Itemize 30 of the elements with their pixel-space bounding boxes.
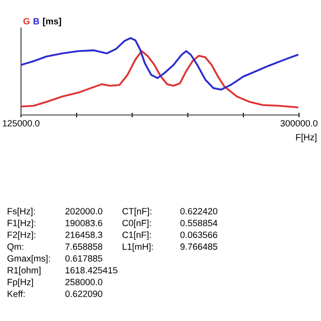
text: 0.063566: [180, 232, 218, 238]
text: 216458.3: [65, 232, 102, 238]
x-tick-label: 300000.0: [280, 120, 318, 126]
text: 190083.6: [66, 220, 102, 226]
text: 0.617885: [65, 255, 102, 262]
text: C1[nF]:: [122, 231, 151, 240]
text: R1[ohm]: [8, 266, 40, 276]
x-tick-label: 125000.0: [2, 120, 40, 126]
text: F1[Hz]:: [8, 220, 36, 228]
text: G: [23, 18, 30, 24]
text: C0[nF]:: [122, 220, 151, 228]
text: Keff:: [8, 290, 25, 298]
text: 1618.425415: [66, 267, 118, 274]
text: CT[nF]:: [122, 208, 152, 216]
text: 258000.0: [65, 278, 102, 286]
text: 0.622420: [180, 208, 218, 214]
text: Fp[Hz]: [8, 278, 33, 288]
text: 0.558854: [180, 220, 218, 226]
text: F2[Hz]:: [8, 231, 36, 240]
text: 9.766485: [180, 243, 218, 250]
text: Qm:: [7, 243, 24, 252]
text: B: [34, 18, 40, 24]
y-axis-title: [ms]: [43, 18, 62, 26]
text: 0.622090: [65, 290, 102, 298]
text: 7.658858: [65, 243, 102, 250]
text: Gmax[ms]:: [7, 254, 50, 264]
x-axis-title: F[Hz]: [296, 134, 316, 142]
text: Fs[Hz]:: [8, 208, 35, 216]
text: 202000.0: [65, 208, 102, 214]
text: L1[mH]:: [122, 243, 153, 252]
